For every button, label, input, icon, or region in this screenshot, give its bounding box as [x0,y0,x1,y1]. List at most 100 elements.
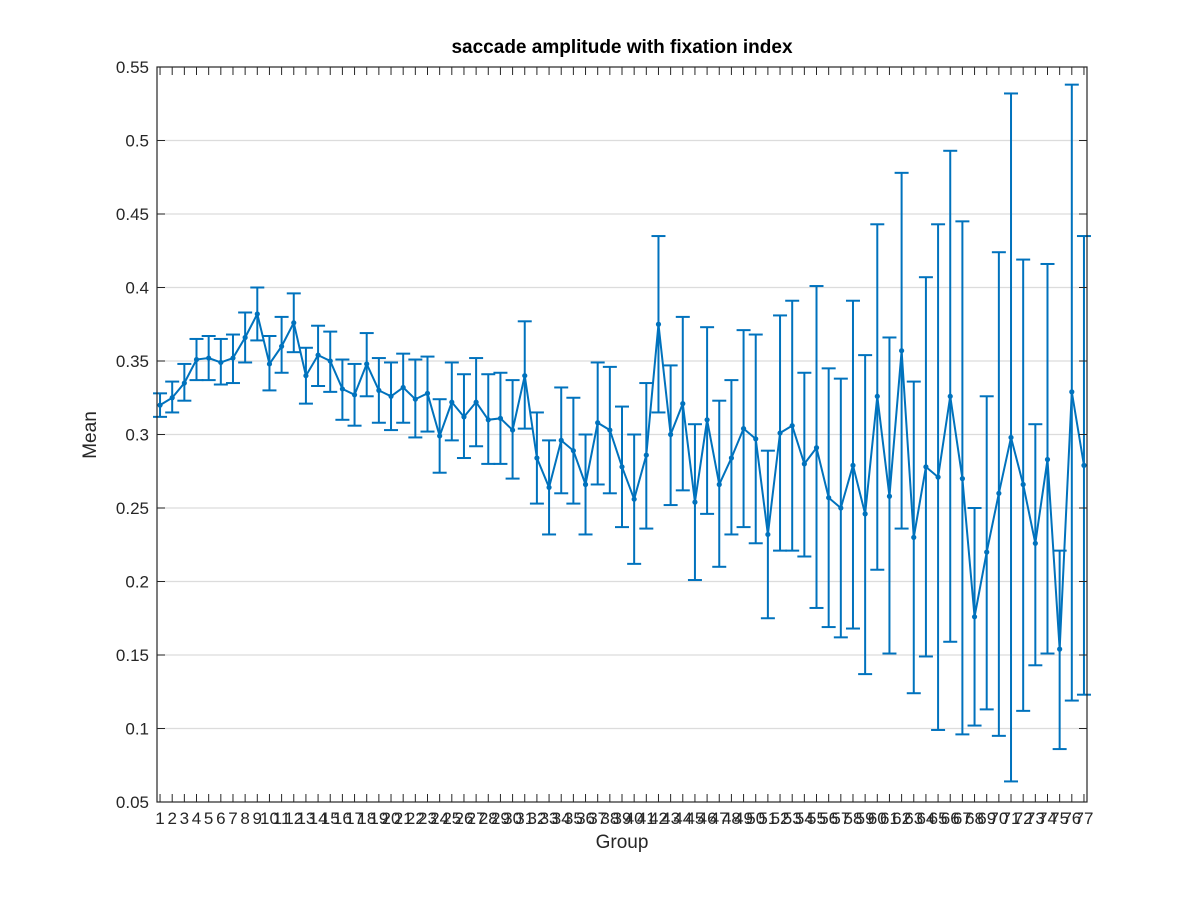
x-tick-label: 19 [369,809,388,828]
data-point [850,462,856,468]
x-tick-label: 31 [515,809,534,828]
x-tick-label: 48 [722,809,741,828]
data-point [862,511,868,517]
data-point [497,415,504,421]
x-tick-label: 41 [637,809,656,828]
x-tick-label: 21 [394,809,413,828]
x-tick-label: 17 [345,809,364,828]
data-point [753,436,759,442]
data-point [740,426,747,432]
x-tick-label: 23 [418,809,437,828]
labels-layer: saccade amplitude with fixation index Gr… [80,37,793,853]
data-point [570,448,576,454]
data-point [376,387,382,393]
x-tick-label: 6 [216,809,225,828]
x-tick-label: 46 [698,809,717,828]
data-point [509,427,516,433]
x-tick-label: 47 [710,809,729,828]
data-point [716,481,722,488]
data-point [412,396,418,402]
data-point [947,393,953,399]
x-tick-label: 67 [953,809,972,828]
data-point [230,355,236,361]
y-tick-label: 0.3 [125,426,149,445]
data-point [959,476,965,482]
x-tick-label: 77 [1074,809,1093,828]
data-point [327,358,333,364]
data-point [388,393,394,399]
data-point [826,495,832,501]
x-tick-label: 27 [467,809,486,828]
x-tick-label: 25 [442,809,461,828]
x-tick-label: 69 [977,809,996,828]
x-tick-label: 62 [892,809,911,828]
x-axis-label: Group [596,832,649,853]
x-tick-label: 11 [273,809,291,828]
data-point [157,402,163,408]
x-tick-label: 65 [929,809,948,828]
y-axis-label: Mean [80,411,101,459]
y-tick-label: 0.2 [125,573,149,592]
x-tick-label: 73 [1026,809,1045,828]
x-tick-label: 4 [192,809,201,828]
data-point [692,499,698,505]
data-point [680,401,686,407]
data-point [984,549,990,555]
data-point [631,496,637,502]
data-point [303,373,309,379]
x-tick-label: 75 [1050,809,1069,828]
data-point [254,311,260,317]
x-tick-label: 66 [941,809,960,828]
data-point [668,431,674,438]
data-point [522,373,528,379]
data-point [169,395,175,401]
y-tick-label: 0.5 [125,132,149,151]
data-point [886,493,893,499]
y-tick-label: 0.05 [116,793,149,812]
x-tick-label: 14 [309,809,328,828]
data-point [1020,481,1026,488]
y-tick-label: 0.1 [125,720,149,739]
x-tick-label: 5 [204,809,213,828]
x-tick-label: 51 [758,809,777,828]
data-point [765,531,771,538]
y-tick-label: 0.35 [116,352,149,371]
data-point [181,380,187,386]
x-tick-label: 37 [588,809,607,828]
data-point [193,356,200,363]
x-tick-label: 10 [260,809,279,828]
x-tick-label: 33 [540,809,559,828]
x-tick-label: 68 [965,809,984,828]
data-point [801,461,807,467]
data-point [437,433,443,439]
data-point [619,464,625,470]
data-point [899,348,905,354]
x-tick-label: 7 [228,809,237,828]
x-tick-label: 24 [430,809,449,828]
y-tick-label: 0.15 [116,646,149,665]
axes-layer: 0.05 0.1 0.15 0.2 0.25 0.3 0.35 0.4 0.45 0.5 0.55 1… [116,58,1094,828]
data-point [813,445,820,451]
x-tick-label: 57 [831,809,850,828]
x-tick-label: 9 [253,809,262,828]
x-tick-label: 32 [527,809,546,828]
data-point [315,352,321,358]
y-tick-label: 0.55 [116,58,149,77]
x-tick-label: 59 [856,809,875,828]
data-point [789,423,795,429]
data-point [534,455,540,461]
data-point [874,393,880,399]
x-tick-label: 70 [989,809,1008,828]
y-tick-label: 0.4 [125,279,149,298]
x-tick-label: 53 [783,809,802,828]
x-tick-label: 39 [613,809,632,828]
x-tick-label: 71 [1002,809,1021,828]
x-tick-label: 34 [552,809,571,828]
data-point [558,437,564,443]
data-point [449,399,455,405]
y-tick-label: 0.25 [116,499,149,518]
data-point [206,355,212,361]
x-tick-label: 38 [600,809,619,828]
